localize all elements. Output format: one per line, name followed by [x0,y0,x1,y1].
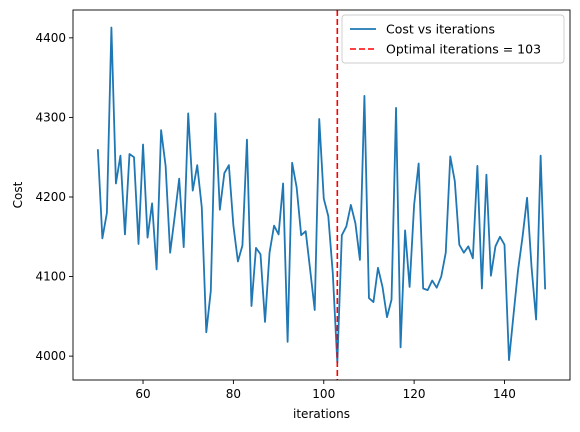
y-tick-label: 4000 [35,349,66,363]
y-tick-label: 4300 [35,110,66,124]
y-ticks: 4000 4100 4200 4300 4400 [35,31,73,363]
x-tick-label: 60 [135,387,150,401]
x-tick-label: 120 [403,387,426,401]
y-tick-label: 4100 [35,270,66,284]
x-tick-label: 80 [226,387,241,401]
legend-label-optimal: Optimal iterations = 103 [386,42,541,57]
legend: Cost vs iterations Optimal iterations = … [341,14,565,64]
y-tick-label: 4400 [35,31,66,45]
plot-frame [72,9,571,381]
cost-series-line [96,26,547,364]
x-tick-label: 100 [312,387,335,401]
y-tick-label: 4200 [35,190,66,204]
plot-area [73,10,570,380]
y-axis-label: Cost [11,181,25,208]
legend-label-cost: Cost vs iterations [386,22,495,37]
x-tick-label: 140 [493,387,516,401]
x-ticks: 60 80 100 120 140 [135,380,516,401]
legend-box [341,14,565,64]
x-axis-label: iterations [293,407,350,421]
